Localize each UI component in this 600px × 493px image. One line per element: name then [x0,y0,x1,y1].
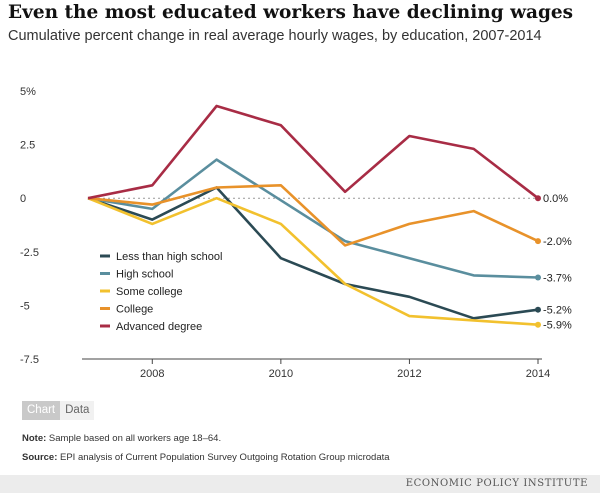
legend-label: Some college [116,286,183,298]
legend-label: Less than high school [116,251,222,263]
x-tick-label: 2008 [140,368,164,380]
chart-note: Note: Sample based on all workers age 18… [22,433,221,444]
y-tick-label: -7.5 [20,354,39,366]
series-end-label: -3.7% [543,273,572,285]
source-text: EPI analysis of Current Population Surve… [57,452,390,463]
series-end-marker [535,274,541,281]
x-tick-label: 2014 [526,368,550,380]
y-tick-label: 2.5 [20,140,35,152]
brand-logo-text: ECONOMIC POLICY INSTITUTE [405,478,588,489]
source-label: Source: [22,452,58,463]
legend-label: Advanced degree [116,321,202,333]
legend-label: High school [116,269,173,281]
line-chart: 5% 2.5 0 -2.5 -5 -7.5 2008 2010 2012 2014 -5.2% -3.… [20,86,572,380]
series-line [87,196,539,326]
y-tick-label: 0 [20,193,26,205]
note-text: Sample based on all workers age 18–64. [46,433,222,444]
y-tick-label: -5 [20,300,30,312]
y-tick-label: 5% [20,86,36,98]
tab-data[interactable]: Data [60,401,95,420]
x-tick-label: 2010 [269,368,293,380]
series-line [87,184,539,247]
view-tabs: Chart Data [22,401,95,420]
chart-subtitle: Cumulative percent change in real averag… [8,28,542,44]
chart-source: Source: EPI analysis of Current Populati… [22,452,390,463]
x-tick-label: 2012 [397,368,421,380]
legend-label: College [116,304,153,316]
series-line [87,186,539,320]
tab-chart[interactable]: Chart [22,401,61,420]
chart-title: Even the most educated workers have decl… [8,2,574,23]
note-label: Note: [22,433,47,444]
series-end-marker [535,195,541,202]
series-end-label: -5.2% [543,305,572,317]
series-end-marker [535,238,541,245]
series-end-label: -2.0% [543,236,572,248]
series-end-marker [535,321,541,328]
series-end-label: 0.0% [543,193,568,205]
series-line [87,104,539,200]
footer-bar: ECONOMIC POLICY INSTITUTE [0,475,600,493]
y-tick-label: -2.5 [20,247,39,259]
series-end-label: -5.9% [543,320,572,332]
series-end-marker [535,306,541,313]
